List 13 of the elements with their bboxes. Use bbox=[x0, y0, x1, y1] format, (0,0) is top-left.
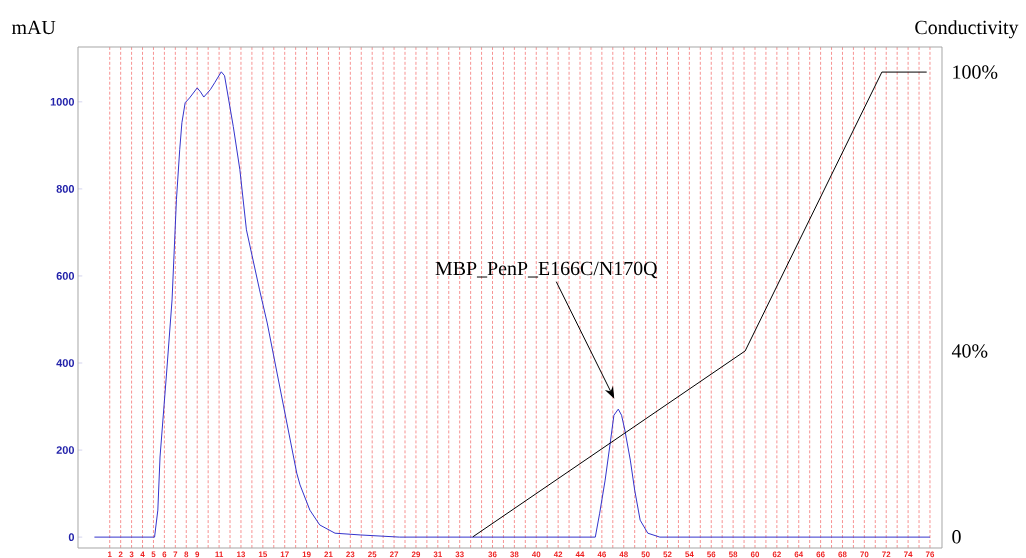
y-tick-label: 0 bbox=[68, 533, 75, 541]
line-series bbox=[93, 71, 931, 538]
y-tick-label: 1000 bbox=[50, 97, 75, 106]
y2-tick-label: 100% bbox=[953, 65, 998, 79]
y2-tick-label: 40% bbox=[951, 344, 988, 358]
y-tick-label: 200 bbox=[56, 446, 75, 454]
annotation: MBP_PenP_E166C/N170Q bbox=[435, 261, 658, 279]
y-tick-label: 600 bbox=[56, 272, 75, 280]
y-axis-title: mAU bbox=[11, 20, 56, 35]
y2-axis-title: Conductivity bbox=[915, 20, 1019, 39]
y-tick-label: 400 bbox=[56, 359, 75, 367]
y2-tick-label: 0 bbox=[952, 530, 961, 544]
y-tick-label: 800 bbox=[56, 185, 75, 193]
